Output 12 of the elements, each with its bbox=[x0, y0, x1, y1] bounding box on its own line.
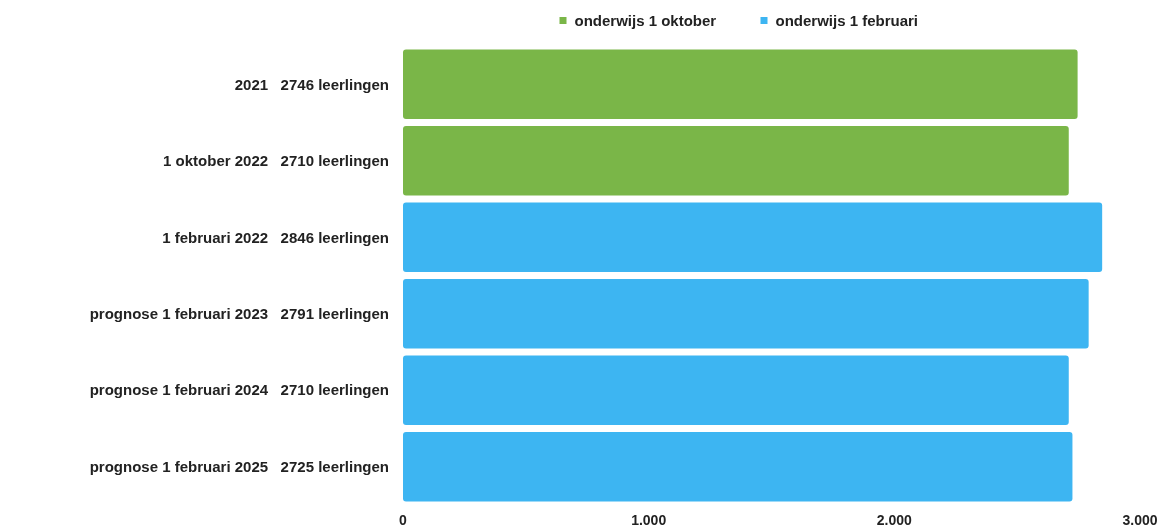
y-tick-label: prognose 1 februari 2023 2791 leerlingen bbox=[89, 304, 389, 322]
legend-label: onderwijs 1 februari bbox=[775, 12, 919, 30]
legend-label: onderwijs 1 oktober bbox=[574, 12, 717, 30]
y-tick-label: 1 oktober 2022 2710 leerlingen bbox=[163, 152, 389, 170]
y-tick-label: prognose 1 februari 2025 2725 leerlingen bbox=[89, 457, 389, 475]
x-tick-label: 0 bbox=[399, 512, 408, 528]
x-tick-label: 2.000 bbox=[876, 512, 913, 528]
y-tick-label: prognose 1 februari 2024 2710 leerlingen bbox=[89, 381, 389, 399]
x-tick-label: 1.000 bbox=[631, 512, 667, 528]
y-tick-label: 1 februari 2022 2846 leerlingen bbox=[162, 228, 389, 246]
y-tick-label: 2021 2746 leerlingen bbox=[234, 75, 389, 93]
x-tick-label: 3.000 bbox=[1122, 512, 1158, 528]
